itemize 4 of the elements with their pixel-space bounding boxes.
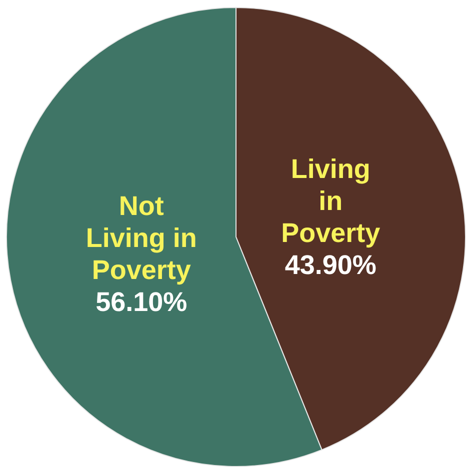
- data-label: 56.10%: [96, 286, 188, 317]
- slice-label: Living in Poverty: [281, 154, 380, 248]
- data-label: 43.90%: [284, 250, 376, 280]
- slice-label: Not Living in Poverty: [86, 190, 197, 285]
